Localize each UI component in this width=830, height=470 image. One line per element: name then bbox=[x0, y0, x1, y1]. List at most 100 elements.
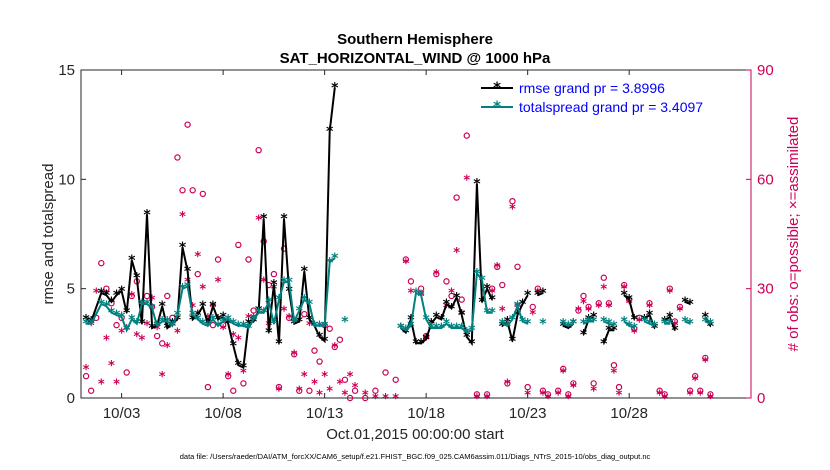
totalspread-point: * bbox=[179, 282, 187, 298]
possible-obs-marker bbox=[250, 307, 257, 314]
assimilated-obs-marker: * bbox=[392, 392, 399, 407]
assimilated-obs-marker: * bbox=[281, 305, 288, 320]
assimilated-obs-marker: * bbox=[189, 301, 196, 316]
totalspread-point: * bbox=[519, 314, 527, 330]
assimilated-obs-marker: * bbox=[260, 275, 267, 290]
rmse-point: * bbox=[590, 310, 598, 326]
totalspread-point: * bbox=[402, 323, 410, 339]
possible-obs-marker bbox=[686, 387, 694, 394]
rmse-point: * bbox=[159, 299, 167, 315]
rmse-point: * bbox=[82, 312, 90, 328]
possible-obs-marker bbox=[209, 321, 217, 329]
rmse-point: * bbox=[524, 288, 532, 304]
rmse-point: * bbox=[255, 304, 263, 320]
assimilated-obs-marker: * bbox=[164, 341, 171, 356]
totalspread-point: * bbox=[128, 312, 136, 328]
assimilated-obs-marker: * bbox=[103, 334, 110, 349]
totalspread-line bbox=[644, 320, 655, 327]
rmse-point: * bbox=[504, 314, 512, 330]
data-file-footnote: data file: /Users/raeder/DAI/ATM_forcXX/… bbox=[180, 452, 651, 461]
rmse-point: * bbox=[620, 288, 628, 304]
totalspread-point: * bbox=[209, 312, 217, 328]
assimilated-obs-marker: * bbox=[621, 283, 628, 298]
assimilated-obs-marker: * bbox=[291, 348, 298, 363]
totalspread-point: * bbox=[570, 317, 578, 333]
rmse-point: * bbox=[189, 312, 197, 328]
x-tick-label: 10/08 bbox=[204, 405, 242, 422]
possible-obs-marker bbox=[473, 391, 481, 398]
rmse-line bbox=[400, 183, 494, 347]
possible-obs-marker bbox=[580, 292, 587, 300]
totalspread-point: * bbox=[98, 297, 106, 313]
rmse-point: * bbox=[280, 212, 288, 228]
totalspread-point: * bbox=[433, 321, 441, 337]
rmse-point: * bbox=[118, 284, 126, 300]
rmse-point: * bbox=[301, 264, 309, 280]
assimilated-obs-marker: * bbox=[255, 213, 262, 228]
possible-obs-marker bbox=[458, 296, 465, 303]
possible-obs-marker bbox=[615, 383, 623, 391]
possible-obs-marker bbox=[189, 187, 196, 194]
rmse-point: * bbox=[488, 293, 496, 309]
totalspread-point: * bbox=[118, 310, 126, 326]
assimilated-obs-marker: * bbox=[408, 286, 415, 301]
y-left-tick-label: 5 bbox=[67, 281, 75, 298]
legend-totalspread-label: totalspread grand pr = 3.4097 bbox=[519, 99, 703, 115]
totalspread-point: * bbox=[296, 304, 304, 320]
assimilated-obs-marker: * bbox=[83, 363, 90, 378]
possible-obs-marker bbox=[707, 391, 714, 398]
x-tick-label: 10/23 bbox=[509, 405, 547, 422]
rmse-point: * bbox=[143, 207, 151, 223]
totalspread-point: * bbox=[301, 293, 309, 309]
rmse-point: * bbox=[651, 321, 659, 337]
totalspread-point: * bbox=[585, 314, 593, 330]
observation-markers: ****************************************… bbox=[82, 121, 714, 407]
assimilated-obs-marker: * bbox=[296, 385, 303, 400]
rmse-point: * bbox=[311, 319, 319, 335]
assimilated-obs-marker: * bbox=[316, 388, 323, 403]
assimilated-obs-marker: * bbox=[382, 392, 389, 407]
rmse-point: * bbox=[514, 308, 522, 324]
assimilated-obs-marker: * bbox=[489, 286, 496, 301]
assimilated-obs-marker: * bbox=[215, 275, 222, 290]
totalspread-line bbox=[562, 322, 574, 327]
assimilated-obs-marker: * bbox=[570, 381, 577, 396]
assimilated-obs-marker: * bbox=[545, 392, 552, 407]
totalspread-point: * bbox=[316, 319, 324, 335]
rmse-point: * bbox=[463, 330, 471, 346]
rmse-point: * bbox=[133, 271, 141, 287]
totalspread-point: * bbox=[438, 321, 446, 337]
rmse-point: * bbox=[417, 336, 425, 352]
rmse-point: * bbox=[641, 312, 649, 328]
rmse-point: * bbox=[219, 310, 227, 326]
possible-obs-marker bbox=[82, 372, 90, 380]
assimilated-obs-marker: * bbox=[372, 392, 379, 407]
totalspread-point: * bbox=[225, 312, 233, 328]
totalspread-point: * bbox=[341, 314, 349, 330]
rmse-point: * bbox=[681, 295, 689, 311]
totalspread-point: * bbox=[255, 306, 263, 322]
possible-obs-marker bbox=[270, 270, 278, 278]
rmse-point: * bbox=[164, 321, 172, 337]
assimilated-obs-marker: * bbox=[179, 210, 186, 225]
totalspread-point: * bbox=[235, 319, 243, 335]
assimilated-obs-marker: * bbox=[687, 388, 694, 403]
rmse-point: * bbox=[412, 336, 420, 352]
assimilated-obs-marker: * bbox=[133, 330, 140, 345]
possible-obs-marker bbox=[570, 380, 577, 387]
rmse-point: * bbox=[646, 308, 654, 324]
possible-obs-marker bbox=[103, 285, 110, 292]
rmse-point: * bbox=[707, 319, 715, 335]
assimilated-obs-marker: * bbox=[534, 286, 541, 301]
rmse-point: * bbox=[560, 319, 568, 335]
assimilated-obs-marker: * bbox=[199, 283, 206, 298]
possible-obs-marker bbox=[529, 303, 536, 311]
totalspread-line bbox=[704, 320, 711, 325]
assimilated-obs-marker: * bbox=[362, 388, 369, 403]
rmse-point: * bbox=[174, 312, 182, 328]
assimilated-obs-marker: * bbox=[204, 312, 211, 327]
totalspread-point: * bbox=[143, 297, 151, 313]
assimilated-obs-marker: * bbox=[494, 261, 501, 276]
totalspread-point: * bbox=[524, 317, 532, 333]
possible-obs-marker bbox=[240, 380, 247, 387]
